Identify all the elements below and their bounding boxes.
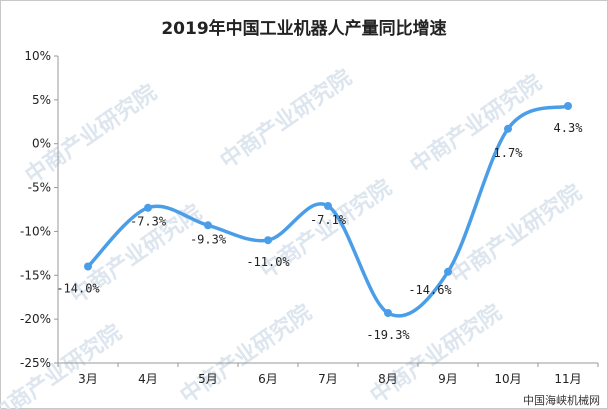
watermark-text: 中商产业研究院 (215, 64, 356, 174)
x-tick-label: 8月 (378, 372, 398, 386)
x-tick-label: 7月 (318, 372, 338, 386)
x-tick-label: 11月 (554, 372, 581, 386)
y-tick-label: 10% (24, 49, 51, 63)
data-label: -14.0% (56, 282, 100, 296)
data-label: -11.0% (246, 255, 290, 269)
y-tick-label: -15% (20, 268, 51, 282)
data-label: -7.1% (310, 213, 347, 227)
data-label: 1.7% (494, 146, 524, 160)
data-label: 4.3% (554, 121, 584, 135)
data-labels: -14.0% -7.3% -9.3% -11.0% -7.1% -19.3% -14.6% 1… (56, 121, 583, 342)
x-tick-label: 10月 (494, 372, 521, 386)
y-tick-label: -5% (28, 181, 51, 195)
series-layer (84, 101, 572, 318)
data-label: -7.3% (130, 215, 167, 229)
y-tick-label: -20% (20, 312, 51, 326)
series-line (86, 104, 570, 318)
x-tick-label: 3月 (78, 372, 98, 386)
y-tick-label: 5% (32, 93, 51, 107)
data-point (384, 309, 392, 318)
x-tick-label: 6月 (258, 372, 278, 386)
chart-title: 2019年中国工业机器人产量同比增速 (161, 19, 447, 39)
x-tick-label: 5月 (198, 372, 218, 386)
y-tick-label: 0% (32, 137, 51, 151)
data-point (324, 201, 332, 210)
data-point (144, 203, 152, 212)
data-label: -14.6% (408, 283, 452, 297)
data-point (504, 124, 512, 133)
watermark-text: 中商产业研究院 (405, 69, 546, 179)
x-tick-label: 9月 (438, 372, 458, 386)
data-point (444, 267, 452, 276)
watermark-text: 中商产业研究院 (0, 319, 127, 409)
data-point (204, 221, 212, 230)
data-point (564, 101, 572, 110)
x-tick-label: 4月 (138, 372, 158, 386)
data-point (264, 236, 272, 245)
data-point (84, 262, 92, 271)
y-tick-label: -10% (20, 224, 51, 238)
watermark-text: 中商产业研究院 (175, 299, 316, 409)
y-tick-label: -25% (20, 356, 51, 370)
data-label: -9.3% (190, 232, 227, 246)
data-label: -19.3% (366, 328, 410, 342)
source-credit: 中国海峡机械网 (523, 394, 600, 407)
axes: 10% 5% 0% -5% -10% -15% -20% -25% 3月 4月 5月 6月 7月 8月 9月… (20, 49, 599, 386)
